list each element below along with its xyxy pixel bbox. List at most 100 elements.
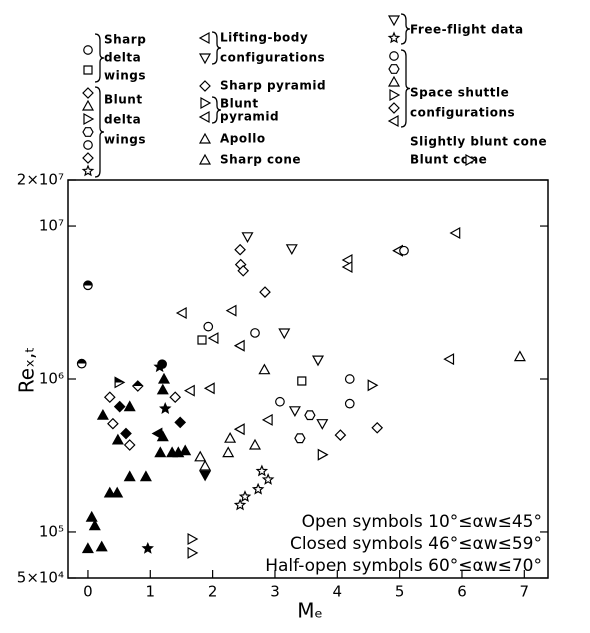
data-point	[334, 429, 347, 441]
data-point	[107, 417, 119, 430]
data-point	[294, 433, 306, 444]
data-point	[83, 280, 93, 291]
data-point	[278, 328, 291, 340]
data-point	[153, 360, 166, 373]
data-point	[179, 444, 192, 456]
data-point	[199, 470, 212, 482]
x-tick-label: 0	[83, 583, 93, 601]
y-tick-label: 2×10⁷	[17, 171, 64, 189]
data-point	[317, 448, 329, 461]
legend-brace	[400, 49, 411, 128]
data-point	[139, 470, 152, 482]
x-tick-label: 2	[208, 583, 218, 601]
data-point	[187, 546, 199, 559]
data-point	[238, 490, 252, 503]
data-point	[207, 332, 219, 345]
data-point	[203, 321, 214, 332]
data-point	[234, 243, 246, 256]
legend-marker	[83, 140, 93, 150]
data-point	[344, 398, 355, 409]
series-note: Closed symbols 46°≤αw≤59°	[290, 534, 542, 554]
data-point	[103, 391, 116, 404]
legend-brace	[94, 33, 105, 83]
series-note: Open symbols 10°≤αw≤45°	[302, 512, 542, 532]
data-point	[443, 353, 455, 366]
legend-marker	[465, 153, 477, 167]
legend-brace	[400, 13, 411, 45]
x-tick-label: 7	[520, 583, 530, 601]
data-point	[258, 363, 271, 375]
legend-label: wings	[104, 133, 146, 147]
y-axis-label: Reₓ,ₜ	[15, 347, 39, 393]
data-point	[85, 510, 98, 522]
legend-marker	[198, 31, 210, 45]
legend-label: Blunt cone	[410, 153, 487, 167]
legend-marker	[81, 164, 95, 177]
data-point	[255, 464, 269, 477]
data-point	[341, 260, 353, 274]
data-point	[285, 244, 298, 256]
legend-label: Apollo	[220, 132, 266, 146]
data-point	[96, 408, 109, 420]
data-point	[316, 419, 329, 430]
legend-marker	[82, 127, 94, 137]
data-point	[225, 304, 237, 317]
data-point	[203, 382, 215, 395]
legend-label: Sharp	[104, 33, 146, 47]
legend-marker	[388, 102, 400, 114]
data-point	[311, 355, 325, 367]
data-point	[131, 380, 144, 392]
legend-marker	[82, 87, 94, 99]
data-point	[199, 459, 212, 471]
legend-label: delta	[104, 113, 141, 127]
data-point	[241, 232, 254, 244]
legend-marker	[389, 51, 399, 61]
data-point	[197, 335, 207, 345]
legend-marker	[81, 99, 95, 111]
data-point	[304, 410, 316, 421]
data-point	[297, 376, 307, 386]
data-point	[113, 400, 126, 413]
x-tick-label: 1	[146, 583, 156, 601]
data-point	[399, 245, 409, 256]
legend-label: Sharp pyramid	[220, 79, 326, 93]
x-tick-label: 3	[270, 583, 280, 601]
legend-marker	[199, 80, 211, 92]
data-point	[120, 427, 132, 440]
data-point	[224, 431, 237, 443]
series-note: Half-open symbols 60°≤αw≤70°	[265, 556, 542, 576]
data-point	[187, 532, 199, 546]
data-point	[261, 473, 275, 485]
data-point	[103, 486, 116, 498]
x-tick-label: 4	[333, 583, 343, 601]
x-tick-label: 6	[457, 583, 467, 601]
legend-marker	[387, 31, 401, 44]
data-point	[233, 339, 245, 352]
data-point	[175, 306, 187, 320]
legend-marker	[388, 64, 400, 74]
data-point	[222, 446, 235, 458]
legend-marker	[198, 132, 212, 144]
data-point	[275, 396, 285, 407]
data-point	[123, 470, 136, 482]
data-point	[183, 384, 195, 397]
y-tick-label: 10⁶	[39, 370, 64, 388]
legend-label: Slightly blunt cone	[410, 135, 547, 149]
data-point	[237, 264, 250, 277]
y-tick-label: 5×10⁴	[17, 569, 64, 587]
legend-label: Space shuttle	[410, 86, 509, 100]
data-point	[154, 446, 167, 458]
data-point	[250, 328, 260, 338]
data-point	[81, 542, 94, 554]
legend-label: configurations	[410, 106, 515, 120]
data-point	[288, 406, 301, 418]
legend-marker	[83, 112, 95, 126]
data-point	[156, 430, 169, 442]
data-point	[194, 450, 207, 462]
legend-label: Lifting-body	[220, 31, 308, 45]
data-point	[111, 433, 124, 445]
data-point	[248, 438, 262, 450]
y-tick-label: 10⁷	[39, 217, 64, 235]
data-point	[169, 391, 182, 404]
